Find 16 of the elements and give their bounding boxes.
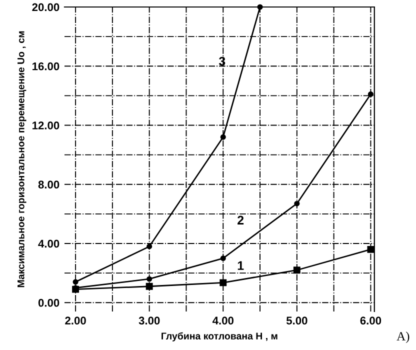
y-tick-label: 4.00 bbox=[38, 240, 60, 248]
series-label: 1 bbox=[238, 261, 244, 270]
y-tick-label: 20.00 bbox=[32, 3, 60, 12]
x-tick-label: 2.00 bbox=[65, 316, 86, 325]
y-tick-label: 0.00 bbox=[38, 298, 60, 307]
x-tick-label: 3.00 bbox=[138, 316, 160, 325]
x-tick-label: 6.00 bbox=[360, 316, 382, 325]
y-tick-label: 16.00 bbox=[32, 62, 60, 70]
x-tick-label: 5.00 bbox=[286, 316, 308, 325]
x-axis-title: Глубина котлована H , м bbox=[162, 332, 278, 342]
y-tick-label: 12.00 bbox=[32, 122, 60, 130]
x-tick-label: 4.00 bbox=[212, 316, 234, 325]
series-label: 2 bbox=[238, 216, 244, 224]
y-tick-label: 8.00 bbox=[38, 180, 60, 189]
text: A) bbox=[396, 332, 410, 343]
y-axis-title: Максимальное горизонтальное перемещение Uo , см bbox=[18, 31, 26, 288]
